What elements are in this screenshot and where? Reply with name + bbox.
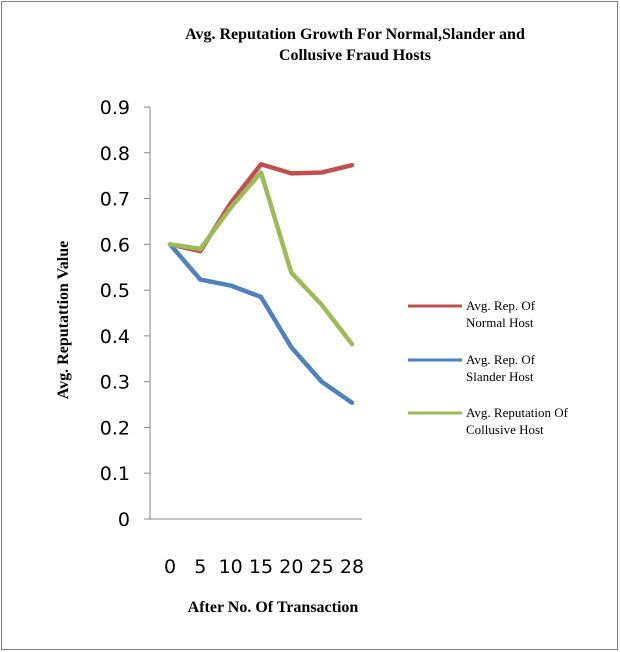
legend-label: Avg. Rep. Of — [466, 352, 536, 367]
series-lines — [167, 161, 355, 405]
y-tick-label: 0.9 — [100, 97, 130, 119]
y-tick-label: 0.6 — [100, 234, 130, 256]
legend-label: Normal Host — [466, 315, 534, 330]
legend-label: Collusive Host — [466, 422, 544, 437]
legend-label: Slander Host — [466, 369, 534, 384]
y-tick-label: 0.4 — [100, 326, 130, 348]
y-tick-label: 0.7 — [100, 189, 130, 211]
y-tick-label: 0 — [118, 509, 130, 531]
y-axis-title: Avg. Reputattion Value — [55, 241, 72, 399]
x-tick-label: 20 — [279, 556, 303, 578]
x-tick-label: 28 — [340, 556, 364, 578]
series-line — [167, 161, 355, 254]
y-tick-label: 0.8 — [100, 143, 130, 165]
axes: 00.10.20.30.40.50.60.70.80.90 5 10 15 20 25 28 — [100, 97, 364, 578]
legend-label: Avg. Rep. Of — [466, 298, 536, 313]
y-tick-label: 0.1 — [100, 463, 130, 485]
x-tick-label: 15 — [249, 556, 273, 578]
x-axis-title: After No. Of Transaction — [188, 599, 359, 616]
y-tick-label: 0.3 — [100, 372, 130, 394]
x-tick-label: 5 — [194, 556, 206, 578]
chart-title-line1: Avg. Reputation Growth For Normal,Slande… — [185, 26, 525, 43]
legend: Avg. Rep. Of Normal Host Avg. Rep. Of Sland… — [408, 298, 569, 437]
x-tick-label: 0 — [164, 556, 176, 578]
legend-label: Avg. Reputation Of — [466, 405, 569, 420]
y-tick-label: 0.2 — [100, 417, 130, 439]
y-tick-label: 0.5 — [100, 280, 130, 302]
x-tick-label: 10 — [219, 556, 243, 578]
chart-title-line2: Collusive Fraud Hosts — [279, 47, 431, 64]
series-line — [167, 242, 355, 405]
series-line — [167, 170, 355, 347]
x-tick-label: 25 — [310, 556, 334, 578]
